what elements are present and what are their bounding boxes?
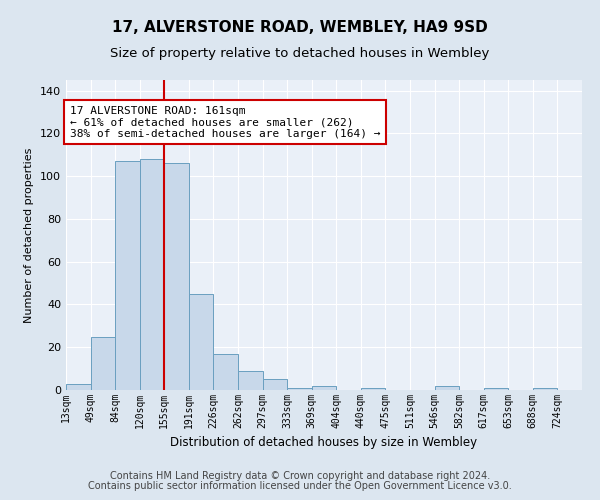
Bar bbox=[287, 388, 312, 390]
Text: Size of property relative to detached houses in Wembley: Size of property relative to detached ho… bbox=[110, 48, 490, 60]
Bar bbox=[214, 354, 238, 390]
Bar bbox=[66, 384, 91, 390]
Bar bbox=[140, 159, 164, 390]
Bar bbox=[434, 386, 459, 390]
Bar bbox=[533, 388, 557, 390]
Bar bbox=[189, 294, 214, 390]
Text: Contains public sector information licensed under the Open Government Licence v3: Contains public sector information licen… bbox=[88, 481, 512, 491]
Bar bbox=[164, 164, 189, 390]
Bar bbox=[91, 336, 115, 390]
Bar bbox=[238, 371, 263, 390]
Text: 17, ALVERSTONE ROAD, WEMBLEY, HA9 9SD: 17, ALVERSTONE ROAD, WEMBLEY, HA9 9SD bbox=[112, 20, 488, 35]
X-axis label: Distribution of detached houses by size in Wembley: Distribution of detached houses by size … bbox=[170, 436, 478, 450]
Bar bbox=[115, 161, 140, 390]
Bar bbox=[263, 380, 287, 390]
Bar bbox=[484, 388, 508, 390]
Bar bbox=[312, 386, 336, 390]
Y-axis label: Number of detached properties: Number of detached properties bbox=[25, 148, 34, 322]
Text: Contains HM Land Registry data © Crown copyright and database right 2024.: Contains HM Land Registry data © Crown c… bbox=[110, 471, 490, 481]
Text: 17 ALVERSTONE ROAD: 161sqm
← 61% of detached houses are smaller (262)
38% of sem: 17 ALVERSTONE ROAD: 161sqm ← 61% of deta… bbox=[70, 106, 380, 139]
Bar bbox=[361, 388, 385, 390]
